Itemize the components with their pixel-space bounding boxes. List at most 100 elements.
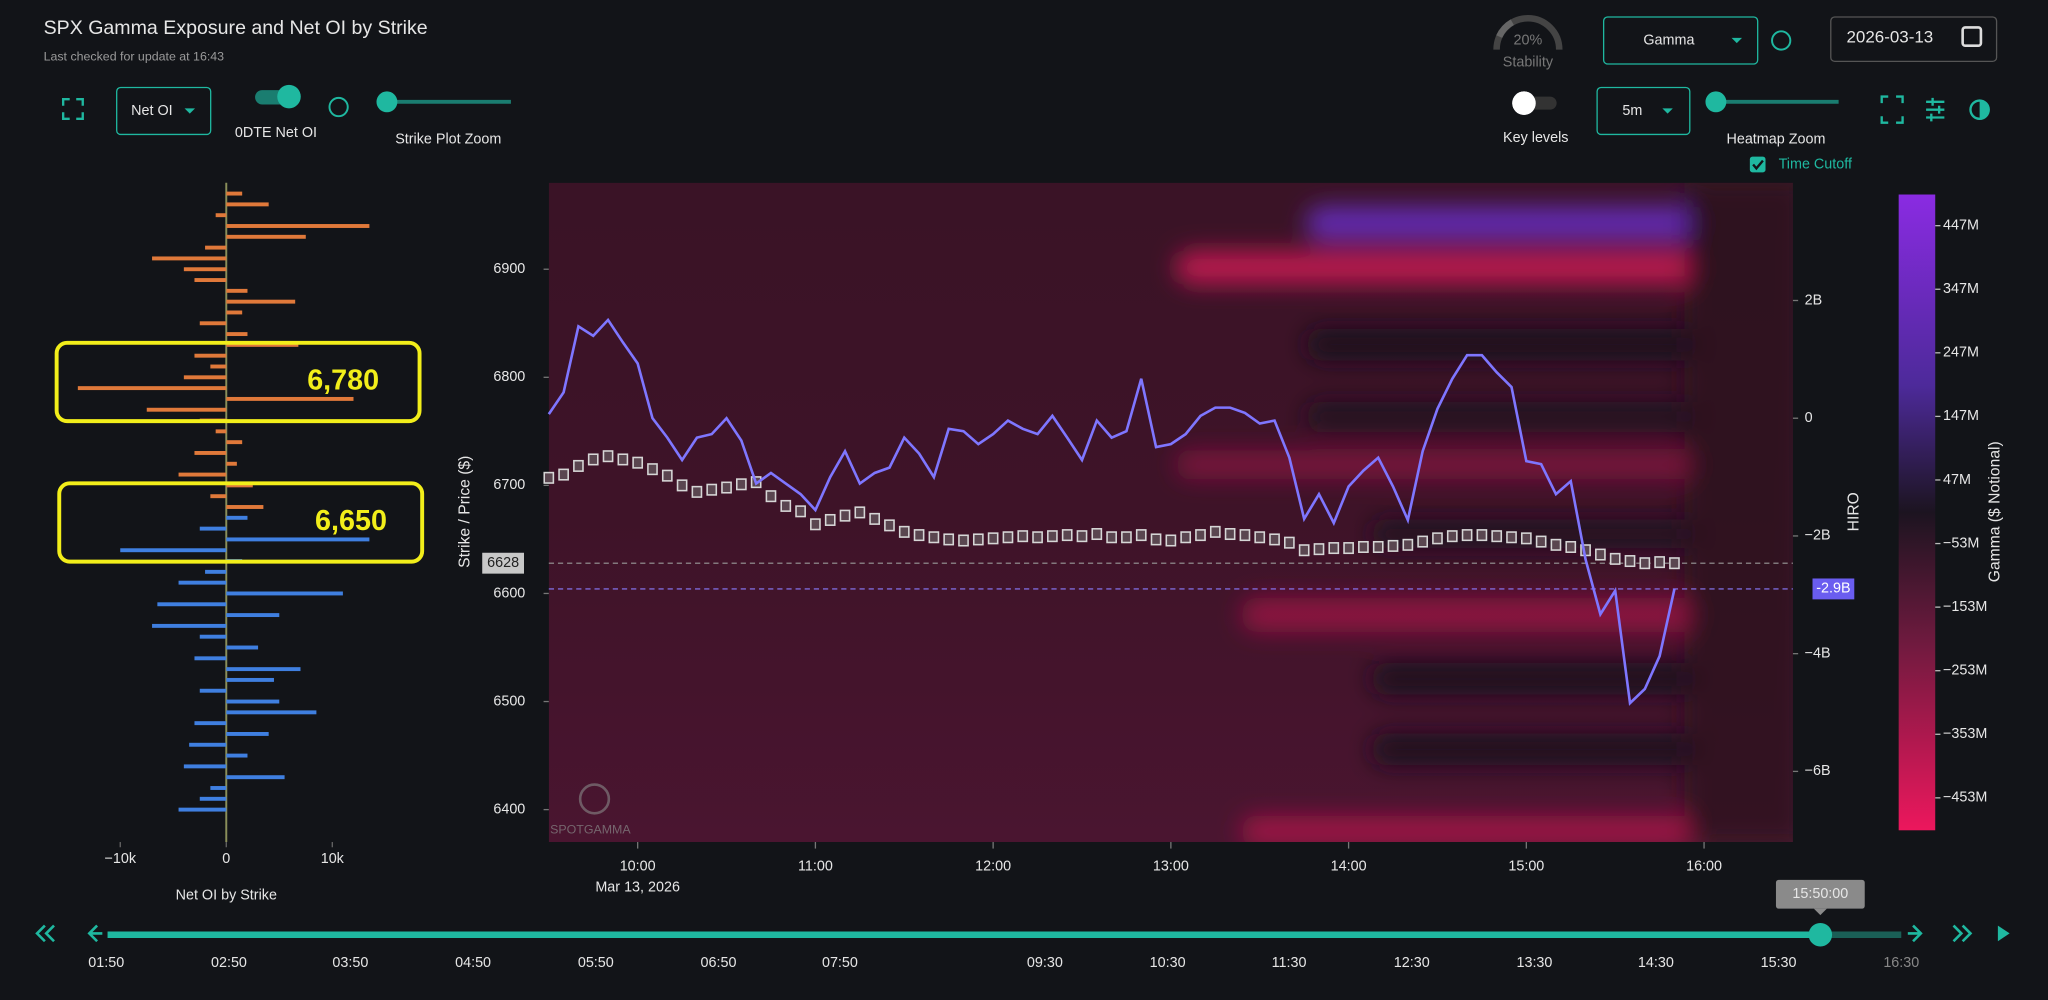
metric-dropdown[interactable] (1602, 16, 1759, 65)
candle (691, 485, 703, 498)
logo (578, 783, 611, 815)
date-label: Mar 13, 2026 (595, 880, 680, 896)
candle (928, 531, 940, 544)
timeline-label: 04:50 (455, 955, 491, 971)
colorbar-gradient (1898, 194, 1936, 831)
candle (1269, 533, 1280, 546)
info-icon[interactable] (1771, 30, 1792, 51)
oi-bar (215, 213, 227, 218)
stability-fill (1496, 19, 1515, 39)
oi-bar (152, 623, 227, 628)
colorbar-tick-label: 347M (1943, 281, 1979, 297)
candle (721, 481, 732, 494)
title: SPX Gamma Exposure and Net OI by Strike (44, 17, 428, 39)
y2-tick-label: 0 (1805, 410, 1813, 426)
forward-icon[interactable] (1907, 924, 1923, 943)
oi-bar (226, 732, 269, 736)
theme-icon-fill (1979, 100, 1989, 119)
date-picker[interactable] (1830, 16, 1998, 63)
fast-forward-icon[interactable] (1952, 924, 1973, 943)
timeline-label: 11:30 (1272, 955, 1307, 971)
colorbar: 447M 347M 247M 147M 47M −53M −153M −253M −353M −4… (1898, 194, 2003, 831)
candle (1002, 531, 1014, 544)
oi-bar (226, 613, 280, 618)
oi-bar (226, 591, 343, 596)
oi-mode-dropdown[interactable] (116, 86, 212, 136)
oi-bar (189, 742, 227, 747)
colorbar-tick-label: −153M (1943, 599, 1987, 615)
candle (1358, 540, 1369, 553)
candle (1654, 556, 1665, 569)
oi-bar (199, 688, 227, 693)
timeline-label: 12:30 (1394, 955, 1430, 971)
oi-bar (226, 710, 317, 715)
candle (1135, 529, 1147, 542)
candle (1091, 528, 1103, 541)
tooltip-arrow (1813, 908, 1827, 916)
candle (706, 483, 718, 496)
candle (1076, 530, 1088, 543)
colorbar-tick-label: 247M (1943, 345, 1979, 361)
toggle-thumb (277, 84, 301, 109)
oi-bar (183, 764, 227, 769)
y-tick-label: 6500 (493, 693, 525, 709)
band (1305, 206, 1698, 241)
candle (587, 453, 599, 466)
slider-thumb[interactable] (376, 91, 398, 113)
candle (1609, 552, 1621, 565)
candle (1461, 529, 1473, 542)
candle (854, 506, 866, 519)
timeline-label: 02:50 (211, 955, 247, 971)
candle (1032, 531, 1043, 544)
candle (1061, 529, 1073, 542)
timeline-label: 14:30 (1638, 955, 1674, 971)
calendar-icon[interactable] (1961, 26, 1983, 47)
annotation-box (54, 340, 422, 424)
timeline-thumb[interactable] (1808, 922, 1833, 947)
candle (972, 533, 984, 546)
price-chart: 10:00 11:00 12:00 13:00 14:00 15:00 16:00 Mar 1… (456, 261, 1862, 895)
candle (1446, 530, 1458, 543)
timeline-label: 03:50 (332, 955, 368, 971)
colorbar-tick-label: −253M (1943, 663, 1987, 679)
band (1240, 815, 1698, 843)
rewind-icon[interactable] (35, 924, 55, 943)
interval-dropdown[interactable] (1596, 86, 1691, 136)
x-axis-label: Net OI by Strike (176, 887, 277, 903)
colorbar-tick-label: 447M (1943, 217, 1979, 233)
back-icon[interactable] (87, 924, 103, 943)
oi-bar (226, 332, 248, 337)
oi-bar (194, 721, 227, 726)
candle (1372, 540, 1384, 553)
candle (1017, 530, 1029, 543)
time-cutoff-checkbox[interactable] (1749, 156, 1766, 173)
x-tick-label: 10k (321, 851, 345, 867)
y2-tick-label: −6B (1805, 763, 1831, 779)
oi-bar (178, 807, 227, 812)
slider-thumb[interactable] (1705, 91, 1727, 113)
subtitle: Last checked for update at 16:43 (44, 50, 225, 64)
settings-icon[interactable] (1926, 97, 1945, 122)
band (1684, 182, 1793, 843)
y-tick-label: 6600 (493, 585, 525, 601)
candle (1669, 557, 1680, 570)
caret (184, 108, 196, 114)
band (1175, 250, 1698, 285)
candle (1565, 540, 1577, 553)
oi-bar (226, 310, 243, 315)
candle (1150, 533, 1162, 546)
timeline-current: 15:50:00 (1792, 886, 1848, 902)
info-icon[interactable] (328, 96, 349, 118)
fullscreen-icon[interactable] (61, 98, 84, 120)
fullscreen-icon[interactable] (1880, 95, 1904, 124)
oi-bar (226, 299, 296, 304)
band (1371, 663, 1698, 695)
candle (1106, 531, 1117, 544)
heatmap-base (548, 182, 1793, 843)
play-icon[interactable] (1997, 925, 2010, 942)
oi-mode-value: Net OI (131, 103, 173, 119)
oi-bar (146, 407, 227, 412)
oi-bar (77, 386, 227, 391)
oi-bar (226, 645, 259, 650)
